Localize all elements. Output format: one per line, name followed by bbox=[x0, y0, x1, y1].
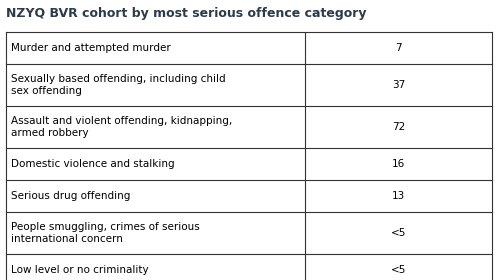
Text: <5: <5 bbox=[391, 228, 406, 238]
Text: <5: <5 bbox=[391, 265, 406, 275]
Text: 7: 7 bbox=[395, 43, 402, 53]
Text: Domestic violence and stalking: Domestic violence and stalking bbox=[11, 159, 175, 169]
Text: People smuggling, crimes of serious
international concern: People smuggling, crimes of serious inte… bbox=[11, 222, 200, 244]
Text: Murder and attempted murder: Murder and attempted murder bbox=[11, 43, 171, 53]
Text: 13: 13 bbox=[392, 191, 405, 201]
Text: 16: 16 bbox=[392, 159, 405, 169]
Text: Serious drug offending: Serious drug offending bbox=[11, 191, 130, 201]
Text: Low level or no criminality: Low level or no criminality bbox=[11, 265, 148, 275]
Text: 72: 72 bbox=[392, 122, 405, 132]
Text: Sexually based offending, including child
sex offending: Sexually based offending, including chil… bbox=[11, 74, 226, 96]
Text: 37: 37 bbox=[392, 80, 405, 90]
Text: Assault and violent offending, kidnapping,
armed robbery: Assault and violent offending, kidnappin… bbox=[11, 116, 232, 138]
Text: NZYQ BVR cohort by most serious offence category: NZYQ BVR cohort by most serious offence … bbox=[6, 8, 367, 20]
